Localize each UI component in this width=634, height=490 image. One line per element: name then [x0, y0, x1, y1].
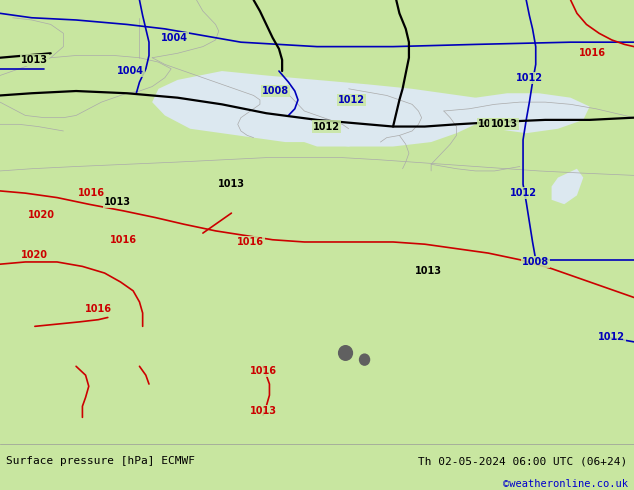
Text: 1013: 1013: [415, 266, 441, 276]
Text: Th 02-05-2024 06:00 UTC (06+24): Th 02-05-2024 06:00 UTC (06+24): [418, 457, 628, 466]
Ellipse shape: [338, 345, 353, 361]
Text: 1020: 1020: [22, 250, 48, 260]
Text: 1004: 1004: [161, 33, 188, 43]
Text: 1016: 1016: [250, 366, 276, 376]
Text: 1016: 1016: [579, 49, 606, 58]
Text: 1012: 1012: [516, 73, 543, 83]
Text: 1013: 1013: [491, 120, 517, 129]
Text: 1020: 1020: [28, 210, 55, 221]
Text: 1012: 1012: [313, 122, 340, 131]
Polygon shape: [552, 169, 583, 204]
Polygon shape: [469, 93, 590, 133]
Text: 1013: 1013: [478, 120, 505, 129]
Text: ©weatheronline.co.uk: ©weatheronline.co.uk: [503, 480, 628, 490]
Text: 1012: 1012: [510, 188, 536, 198]
Polygon shape: [152, 71, 495, 147]
Text: Surface pressure [hPa] ECMWF: Surface pressure [hPa] ECMWF: [6, 457, 195, 466]
Text: 1016: 1016: [79, 188, 105, 198]
Text: 1012: 1012: [339, 95, 365, 105]
Polygon shape: [279, 89, 399, 147]
Text: 1008: 1008: [522, 257, 549, 267]
Text: 1016: 1016: [237, 237, 264, 247]
Text: 1004: 1004: [117, 66, 143, 76]
Ellipse shape: [359, 353, 370, 366]
Text: 1013: 1013: [104, 197, 131, 207]
Text: 1016: 1016: [110, 235, 137, 245]
Text: 1013: 1013: [250, 406, 276, 416]
Text: 1016: 1016: [85, 304, 112, 314]
Text: 1013: 1013: [22, 55, 48, 65]
Text: 1008: 1008: [262, 86, 289, 96]
Text: 1012: 1012: [598, 332, 625, 343]
Text: 1013: 1013: [218, 179, 245, 189]
